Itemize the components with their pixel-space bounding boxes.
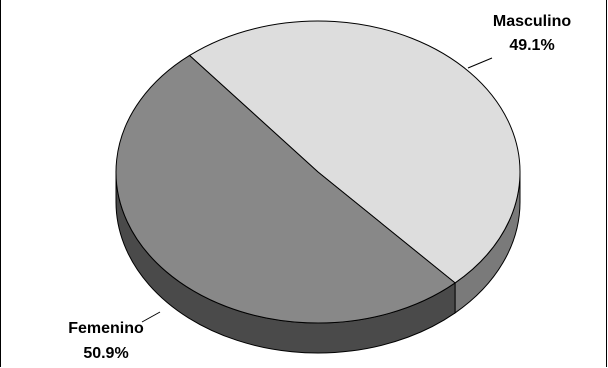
leader-line-masculino — [467, 57, 493, 69]
slice-femenino — [115, 54, 456, 324]
slice-masculino — [188, 20, 521, 284]
leader-line-femenino — [141, 311, 161, 323]
label-masculino-value: 49.1% — [509, 37, 554, 54]
label-masculino-name: Masculino — [493, 13, 571, 30]
label-femenino-name: Femenino — [68, 320, 144, 337]
pie-labels: Masculino 49.1% Femenino 50.9% — [68, 13, 571, 362]
pie-body — [115, 20, 521, 354]
label-femenino-value: 50.9% — [83, 345, 128, 362]
